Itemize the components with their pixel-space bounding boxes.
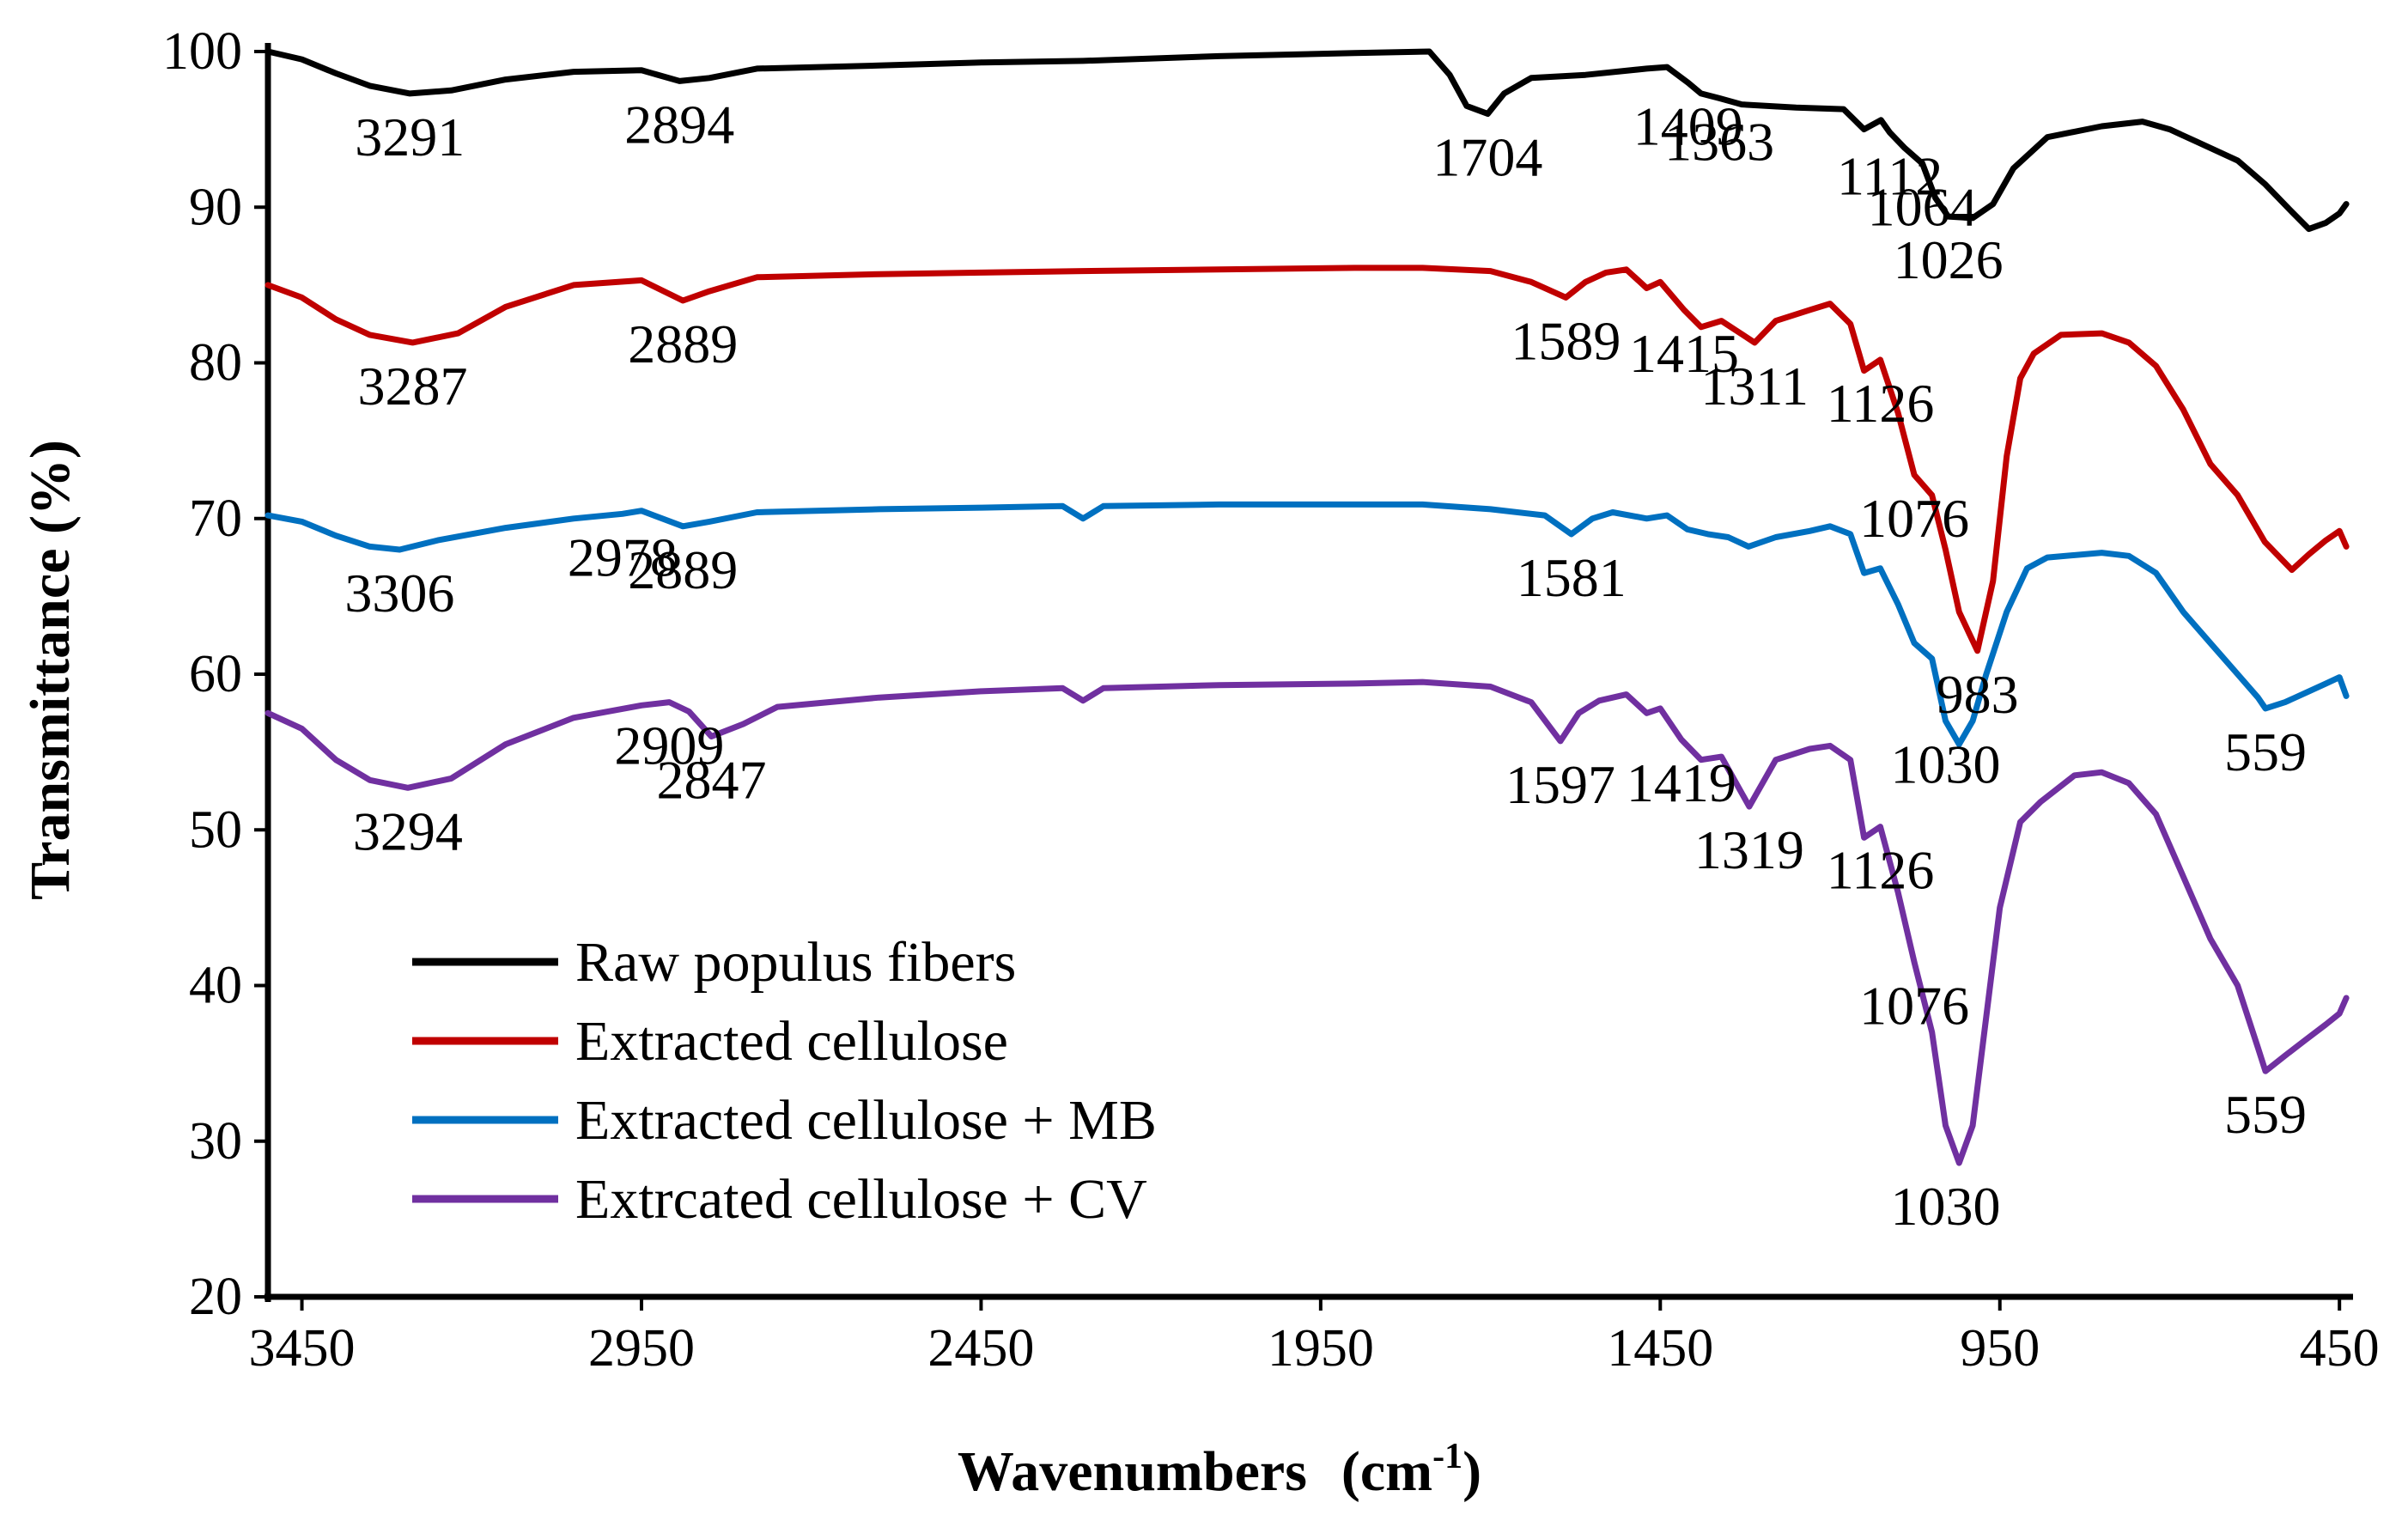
peak-label: 3291 — [355, 106, 465, 167]
peak-label: 2909 — [614, 715, 724, 776]
peak-label: 1311 — [1700, 356, 1809, 417]
legend: Raw populus fibers Extracted cellulose Ext… — [412, 931, 1157, 1231]
x-tick-label: 1450 — [1607, 1319, 1713, 1378]
x-axis-title-unit-close: ) — [1462, 1440, 1481, 1503]
x-tick-label: 450 — [2300, 1319, 2380, 1378]
legend-label: Extracted cellulose + MB — [575, 1089, 1157, 1152]
series-line-1 — [265, 48, 2350, 233]
y-tick-label: 20 — [189, 1268, 242, 1326]
x-tick-label: 3450 — [249, 1319, 356, 1378]
x-tick-label: 950 — [1960, 1319, 2040, 1378]
peak-label: 1026 — [1894, 229, 2004, 290]
peak-label: 3287 — [357, 356, 467, 417]
peak-label: 3294 — [353, 800, 463, 861]
peak-label: 1419 — [1627, 752, 1736, 813]
y-tick-label: 40 — [189, 957, 242, 1015]
peak-label: 1064 — [1868, 177, 1978, 238]
series-line-3 — [265, 501, 2350, 748]
series-line-4 — [265, 678, 2350, 1166]
legend-label: Raw populus fibers — [575, 931, 1016, 994]
peak-label: 2978 — [568, 526, 678, 587]
peak-label: 1076 — [1859, 975, 1969, 1036]
peak-label: 1597 — [1505, 754, 1615, 815]
peak-label: 3306 — [344, 563, 454, 624]
legend-label: Extrcated cellulose + CV — [575, 1168, 1147, 1231]
y-tick-label: 30 — [189, 1112, 242, 1171]
peak-label: 1415 — [1629, 323, 1739, 384]
peak-label: 1126 — [1827, 373, 1935, 434]
peak-label: 1409 — [1633, 95, 1743, 156]
x-axis-title-unit-sup: -1 — [1432, 1437, 1462, 1476]
axes: 20 30 40 50 60 70 80 90 100 3450 2950 2450 1950 1450 9… — [162, 22, 2380, 1378]
peak-label: 1030 — [1890, 1176, 2000, 1237]
peak-label: 1589 — [1511, 310, 1621, 371]
peak-label: 1704 — [1432, 127, 1542, 188]
peak-label: 559 — [2224, 1084, 2307, 1145]
x-tick-label: 2950 — [588, 1319, 695, 1378]
series-line-2 — [265, 265, 2350, 654]
peak-label: 1319 — [1694, 819, 1804, 880]
peak-label: 1030 — [1890, 733, 2000, 794]
peak-label: 1363 — [1664, 111, 1774, 172]
y-tick-label: 70 — [189, 490, 242, 548]
x-tick-label: 1950 — [1268, 1319, 1374, 1378]
peak-label: 1126 — [1827, 840, 1935, 901]
peak-label: 559 — [2224, 721, 2307, 782]
series-lines — [265, 48, 2350, 1166]
x-axis-title: Wavenumbers (cm-1) — [958, 1437, 1481, 1503]
y-axis-title: Transmittance (%) — [19, 440, 82, 900]
y-tick-label: 90 — [189, 178, 242, 236]
peak-label: 2889 — [628, 313, 738, 374]
x-axis-title-main: Wavenumbers — [958, 1440, 1307, 1503]
y-tick-label: 80 — [189, 334, 242, 392]
peak-label: 2847 — [656, 750, 766, 811]
peak-label: 1076 — [1859, 488, 1969, 549]
y-tick-label: 100 — [162, 22, 242, 81]
y-tick-label: 60 — [189, 645, 242, 703]
x-axis-title-unit: (cm — [1341, 1440, 1432, 1503]
peak-label: 983 — [1937, 664, 2019, 725]
y-tick-label: 50 — [189, 800, 242, 859]
peak-label: 1112 — [1837, 145, 1943, 206]
x-tick-label: 2450 — [927, 1319, 1034, 1378]
peak-label: 1581 — [1517, 547, 1627, 608]
peak-label: 2889 — [628, 539, 738, 600]
legend-label: Extracted cellulose — [575, 1010, 1008, 1073]
peak-label: 2894 — [624, 94, 734, 155]
